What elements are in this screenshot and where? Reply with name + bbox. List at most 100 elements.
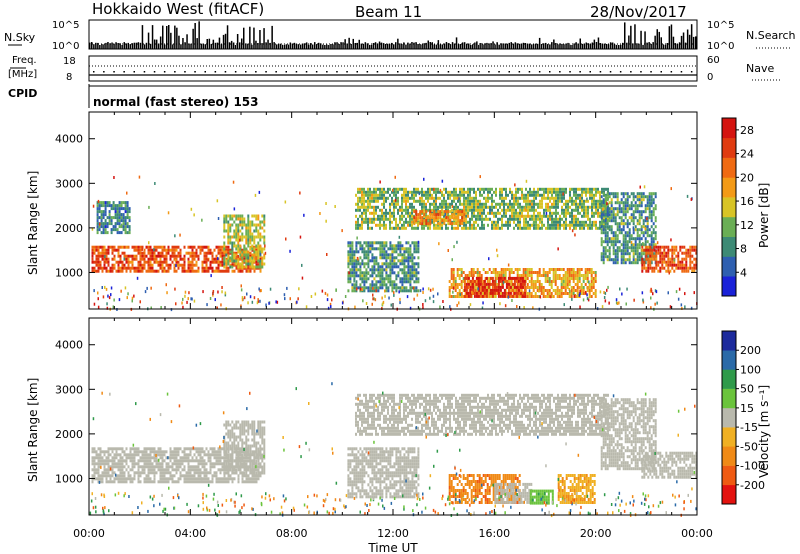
heatmap-cell (469, 220, 471, 224)
heatmap-cell (678, 287, 681, 291)
heatmap-cell (565, 187, 567, 191)
heatmap-cell (101, 254, 104, 258)
heatmap-cell (397, 226, 399, 230)
freq-dot (640, 71, 642, 73)
heatmap-cell (365, 253, 368, 257)
heatmap-cell (263, 253, 266, 257)
heatmap-cell (687, 254, 690, 258)
nsky-bar (228, 42, 231, 49)
heatmap-cell (433, 223, 435, 227)
heatmap-cell (421, 216, 424, 220)
heatmap-cell (138, 175, 141, 179)
heatmap-cell (379, 265, 382, 269)
heatmap-cell (114, 207, 117, 211)
heatmap-cell (555, 196, 557, 200)
heatmap-cell (255, 260, 258, 264)
freq-dot (437, 71, 439, 73)
heatmap-cell (604, 252, 607, 256)
heatmap-cell (241, 220, 244, 224)
heatmap-cell (256, 301, 259, 305)
heatmap-cell (447, 202, 449, 206)
nsky-bar (149, 43, 152, 49)
heatmap-cell (361, 250, 364, 254)
heatmap-cell (221, 245, 224, 249)
heatmap-cell (403, 214, 405, 218)
heatmap-cell (99, 222, 101, 226)
heatmap-cell (640, 195, 643, 199)
heatmap-cell (261, 214, 264, 218)
heatmap-cell (465, 196, 467, 200)
heatmap-cell (561, 187, 563, 191)
heatmap-cell (614, 231, 617, 235)
heatmap-cell (423, 199, 425, 203)
heatmap-cell (453, 245, 455, 249)
heatmap-cell (624, 207, 627, 211)
heatmap-cell (519, 217, 521, 221)
heatmap-cell (519, 211, 521, 215)
heatmap-cell (211, 254, 214, 258)
heatmap-cell (543, 196, 545, 200)
heatmap-cell (471, 285, 474, 289)
heatmap-cell (551, 214, 553, 218)
heatmap-cell (490, 295, 493, 298)
heatmap-cell (591, 226, 593, 230)
freq-dot (224, 71, 227, 73)
heatmap-cell (235, 257, 238, 261)
heatmap-cell (628, 195, 631, 199)
heatmap-cell (555, 202, 557, 206)
heatmap-cell (459, 213, 462, 217)
heatmap-cell (548, 289, 551, 292)
heatmap-cell (641, 260, 644, 264)
heatmap-cell (618, 246, 621, 250)
heatmap-cell (507, 282, 510, 286)
heatmap-cell (128, 219, 131, 223)
nsky-bar (413, 42, 415, 49)
heatmap-cell (459, 222, 462, 226)
y-tick-label: 2000 (55, 222, 83, 235)
heatmap-cell (689, 266, 692, 270)
heatmap-cell (139, 251, 142, 255)
heatmap-cell (331, 298, 333, 302)
heatmap-cell (107, 251, 110, 255)
heatmap-cell (367, 223, 369, 227)
heatmap-cell (570, 286, 573, 289)
heatmap-cell (628, 258, 631, 262)
heatmap-cell (401, 199, 403, 203)
heatmap-cell (247, 214, 250, 218)
heatmap-cell (171, 254, 174, 258)
heatmap-cell (97, 199, 100, 203)
nsky-bar (543, 43, 545, 49)
nsky-bar (190, 43, 192, 49)
nsky-bar (642, 44, 644, 49)
heatmap-cell (469, 187, 471, 191)
heatmap-cell (667, 266, 670, 270)
nsky-bar (575, 42, 577, 49)
heatmap-cell (602, 255, 605, 259)
heatmap-cell (100, 222, 103, 226)
heatmap-cell (177, 266, 180, 270)
heatmap-cell (537, 211, 539, 215)
heatmap-cell (369, 244, 372, 248)
heatmap-cell (359, 268, 362, 272)
heatmap-cell (379, 223, 381, 227)
heatmap-cell (642, 298, 644, 302)
heatmap-cell (641, 245, 644, 249)
heatmap-cell (403, 256, 406, 260)
heatmap-cell (553, 205, 555, 209)
heatmap-cell (599, 199, 601, 203)
heatmap-cell (650, 198, 653, 202)
nsky-bar (520, 43, 523, 49)
heatmap-cell (243, 244, 246, 248)
heatmap-cell (407, 247, 410, 251)
heatmap-cell (285, 237, 287, 241)
heatmap-cell (447, 222, 450, 226)
heatmap-cell (614, 258, 617, 262)
heatmap-cell (373, 220, 375, 224)
nsky-bar (618, 45, 620, 49)
heatmap-cell (173, 251, 176, 255)
heatmap-cell (377, 217, 379, 221)
heatmap-cell (419, 213, 422, 217)
heatmap-cell (95, 257, 98, 261)
heatmap-cell (499, 217, 501, 221)
heatmap-cell (487, 199, 489, 203)
